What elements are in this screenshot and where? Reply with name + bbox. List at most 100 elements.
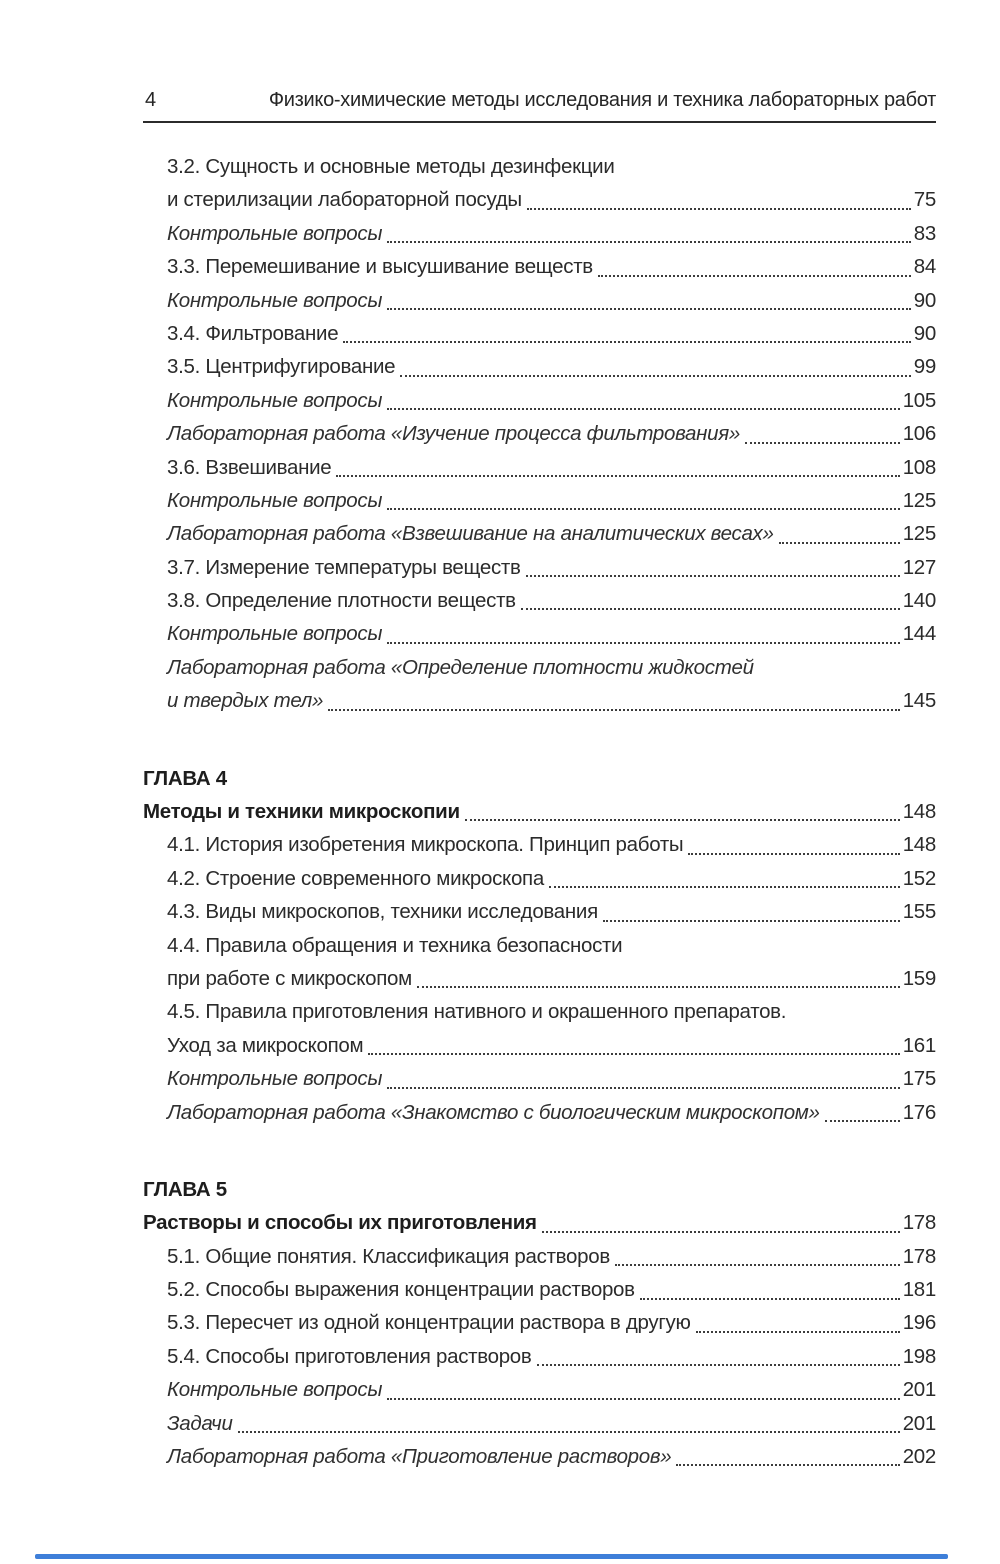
toc-entry: Контрольные вопросы 83 — [143, 217, 936, 250]
toc-entry: 4.5. Правила приготовления нативного и о… — [167, 1000, 787, 1024]
toc-entry: Лабораторная работа «Определение плотнос… — [167, 655, 754, 679]
page-header: 4 Физико-химические методы исследования … — [143, 88, 936, 112]
dot-leader — [387, 408, 900, 411]
chapter-title-entry: Растворы и способы их приготовления 178 — [143, 1206, 936, 1239]
toc-entry: 3.8. Определение плотности веществ 140 — [143, 584, 936, 617]
toc-page-number: 178 — [902, 1244, 937, 1268]
toc-entry: 5.3. Пересчет из одной концентрации раст… — [143, 1307, 936, 1340]
toc-page-number: 90 — [913, 288, 937, 312]
toc-page-number: 161 — [902, 1033, 937, 1057]
toc-page-number: 125 — [902, 522, 937, 546]
dot-leader — [688, 852, 900, 855]
toc-entry: 5.4. Способы приготовления растворов 198 — [143, 1340, 936, 1373]
dot-leader — [387, 307, 911, 310]
toc-page-number: 196 — [902, 1311, 937, 1335]
toc-entry: 4.4. Правила обращения и техника безопас… — [167, 933, 623, 957]
toc-page-number: 106 — [902, 422, 937, 446]
dot-leader — [536, 1364, 900, 1367]
bottom-blue-line — [35, 1554, 948, 1559]
toc-page-number: 105 — [902, 388, 937, 412]
dot-leader — [368, 1053, 900, 1056]
toc-page-number: 148 — [902, 800, 937, 824]
dot-leader — [387, 508, 900, 511]
dot-leader — [400, 374, 911, 377]
dot-leader — [744, 441, 900, 444]
toc-page-number: 125 — [902, 488, 937, 512]
dot-leader — [464, 819, 900, 822]
toc-entry: Контрольные вопросы 144 — [143, 617, 936, 650]
dot-leader — [639, 1297, 900, 1300]
toc-page-number: 145 — [902, 689, 937, 713]
toc-entry: 3.4. Фильтрование 90 — [143, 317, 936, 350]
toc-entry: Контрольные вопросы 105 — [143, 384, 936, 417]
toc-page-number: 140 — [902, 589, 937, 613]
toc-entry: 4.2. Строение современного микроскопа 152 — [143, 862, 936, 895]
toc-entry-continuation: Уход за микроскопом 161 — [143, 1029, 936, 1062]
toc-page-number: 108 — [902, 455, 937, 479]
dot-leader — [676, 1464, 900, 1467]
toc-entry-continuation: и твердых тел» 145 — [143, 684, 936, 717]
page-number: 4 — [145, 89, 156, 111]
dot-leader — [602, 919, 900, 922]
dot-leader — [548, 886, 900, 889]
dot-leader — [614, 1264, 900, 1267]
toc-entry: Контрольные вопросы 125 — [143, 484, 936, 517]
header-rule — [143, 121, 936, 123]
table-of-contents: 3.2. Сущность и основные методы дезинфек… — [143, 150, 936, 1473]
toc-entry: 5.1. Общие понятия. Классификация раство… — [143, 1240, 936, 1273]
dot-leader — [387, 241, 911, 244]
dot-leader — [525, 575, 900, 578]
toc-page-number: 90 — [913, 321, 937, 345]
dot-leader — [336, 474, 900, 477]
dot-leader — [387, 1086, 900, 1089]
toc-entry: Контрольные вопросы 201 — [143, 1373, 936, 1406]
chapter-heading: ГЛАВА 5 — [143, 1177, 227, 1201]
toc-entry: Задачи 201 — [143, 1407, 936, 1440]
toc-page-number: 127 — [902, 555, 937, 579]
toc-page-number: 181 — [902, 1278, 937, 1302]
dot-leader — [520, 608, 900, 611]
dot-leader — [387, 641, 900, 644]
running-title: Физико-химические методы исследования и … — [268, 89, 936, 111]
dot-leader — [824, 1119, 900, 1122]
toc-entry: 3.7. Измерение температуры веществ 127 — [143, 551, 936, 584]
toc-entry: 3.2. Сущность и основные методы дезинфек… — [167, 154, 615, 178]
toc-entry: 4.1. История изобретения микроскопа. При… — [143, 828, 936, 861]
dot-leader — [526, 207, 911, 210]
toc-entry: Лабораторная работа «Изучение процесса ф… — [143, 417, 936, 450]
chapter-heading: ГЛАВА 4 — [143, 766, 227, 790]
toc-entry: 5.2. Способы выражения концентрации раст… — [143, 1273, 936, 1306]
toc-entry: Контрольные вопросы 90 — [143, 284, 936, 317]
dot-leader — [695, 1330, 900, 1333]
dot-leader — [416, 986, 900, 989]
toc-page-number: 155 — [902, 900, 937, 924]
toc-page-number: 144 — [902, 622, 937, 646]
toc-entry: 3.5. Центрифугирование 99 — [143, 350, 936, 383]
toc-entry: 3.3. Перемешивание и высушивание веществ… — [143, 250, 936, 283]
dot-leader — [387, 1397, 900, 1400]
toc-entry: Лабораторная работа «Знакомство с биолог… — [143, 1096, 936, 1129]
toc-entry: 4.3. Виды микроскопов, техники исследова… — [143, 895, 936, 928]
toc-page-number: 201 — [902, 1411, 937, 1435]
toc-page-number: 75 — [913, 188, 937, 212]
toc-entry: Лабораторная работа «Приготовление раств… — [143, 1440, 936, 1473]
chapter-title-entry: Методы и техники микроскопии 148 — [143, 795, 936, 828]
toc-entry: 3.6. Взвешивание 108 — [143, 451, 936, 484]
toc-page-number: 176 — [902, 1100, 937, 1124]
dot-leader — [328, 708, 900, 711]
toc-page-number: 201 — [902, 1378, 937, 1402]
toc-page-number: 175 — [902, 1067, 937, 1091]
dot-leader — [343, 341, 911, 344]
toc-entry: Контрольные вопросы 175 — [143, 1062, 936, 1095]
toc-entry-continuation: при работе с микроскопом 159 — [143, 962, 936, 995]
dot-leader — [778, 541, 900, 544]
toc-page-number: 198 — [902, 1344, 937, 1368]
toc-page-number: 84 — [913, 255, 937, 279]
toc-page-number: 148 — [902, 833, 937, 857]
toc-page-number: 83 — [913, 221, 937, 245]
toc-page-number: 202 — [902, 1445, 937, 1469]
dot-leader — [541, 1230, 900, 1233]
toc-entry: Лабораторная работа «Взвешивание на анал… — [143, 517, 936, 550]
toc-page-number: 152 — [902, 866, 937, 890]
